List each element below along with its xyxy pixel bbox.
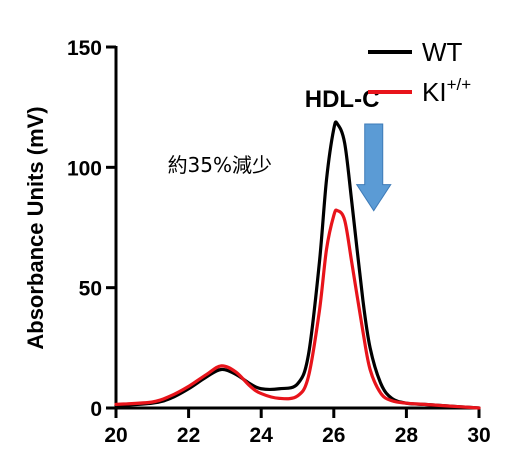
y-axis-label: Absorbance Units (mV) (23, 106, 48, 349)
y-tick-label-150: 150 (67, 37, 102, 60)
x-tick-label-20: 20 (104, 424, 127, 447)
decrease-arrow (355, 123, 392, 212)
legend: WT KI+/+ (368, 37, 471, 107)
x-tick-label-24: 24 (250, 424, 274, 447)
legend-label-ki-main: KI (422, 77, 447, 107)
x-ticks: 20 22 24 26 28 30 (104, 408, 491, 447)
y-tick-label-100: 100 (67, 157, 102, 180)
x-tick-label-26: 26 (322, 424, 345, 447)
legend-label-wt: WT (422, 37, 463, 67)
series-layer (114, 120, 481, 410)
legend-label-ki-sup: +/+ (447, 75, 472, 94)
y-tick-label-0: 0 (90, 398, 102, 421)
annotation-hdl-c: HDL-C (305, 86, 380, 113)
x-tick-label-22: 22 (177, 424, 200, 447)
x-tick-label-30: 30 (467, 424, 490, 447)
legend-label-ki: KI+/+ (422, 75, 471, 107)
y-tick-label-50: 50 (79, 278, 102, 301)
series-line-ki (114, 208, 481, 410)
y-ticks: 0 50 100 150 (67, 37, 116, 421)
annotation-decrease: 約35%減少 (168, 153, 272, 177)
x-tick-label-28: 28 (395, 424, 419, 447)
